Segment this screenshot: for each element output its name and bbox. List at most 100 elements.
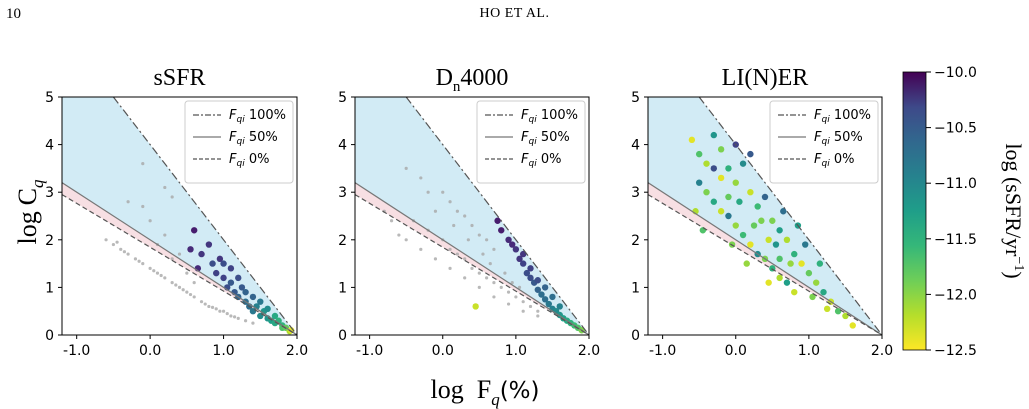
grey-point bbox=[207, 304, 211, 309]
data-point bbox=[198, 250, 205, 258]
colorbar-label-close: ) bbox=[1001, 271, 1026, 278]
legend-box bbox=[476, 100, 586, 184]
data-point bbox=[519, 250, 527, 258]
data-point bbox=[257, 298, 264, 305]
colorbar-tick-label: −10.0 bbox=[934, 65, 977, 81]
grey-point bbox=[155, 271, 160, 275]
y-axis-label-symbol: C bbox=[13, 188, 42, 205]
colorbar-label-sup: −1 bbox=[1011, 256, 1026, 271]
y-tick-label: 2 bbox=[45, 233, 54, 249]
y-tick-label: 0 bbox=[338, 328, 347, 344]
grey-point bbox=[148, 219, 152, 223]
data-point bbox=[703, 189, 710, 196]
grey-point bbox=[536, 309, 540, 313]
axes-frame bbox=[61, 96, 298, 336]
data-point bbox=[717, 174, 725, 182]
x-tick-label: -1.0 bbox=[356, 343, 383, 359]
legend-label: Fqi 0% bbox=[229, 152, 269, 169]
y-tick-label: 2 bbox=[631, 233, 640, 249]
panel-3: -1.0 0.0 1.0 2.0 0 1 2 3 4 5 LI(N)ER Fqi 100% Fqi 50… bbox=[631, 65, 893, 359]
grey-point bbox=[141, 162, 145, 166]
x-tick-label: 2.0 bbox=[871, 343, 893, 359]
x-tick-label: 0.0 bbox=[725, 343, 747, 359]
x-axis-label-main: log F bbox=[431, 375, 492, 404]
colorbar-label-main: log (sSFR/yr bbox=[1001, 143, 1026, 257]
data-point bbox=[556, 303, 563, 310]
x-tick-label: 2.0 bbox=[578, 343, 600, 359]
grey-point bbox=[199, 300, 204, 304]
legend-label: Fqi 100% bbox=[229, 108, 286, 125]
x-tick-label: 1.0 bbox=[505, 343, 527, 359]
data-point bbox=[190, 227, 198, 234]
data-point bbox=[849, 322, 856, 329]
grey-point bbox=[448, 200, 452, 204]
running-head: HO ET AL. bbox=[479, 6, 550, 21]
legend: Fqi 100% Fqi 50% Fqi 0% bbox=[184, 100, 294, 184]
data-point bbox=[725, 193, 732, 201]
panel-title-subscript: n bbox=[453, 79, 461, 95]
grey-point bbox=[152, 269, 156, 273]
grey-point bbox=[185, 271, 189, 275]
grey-point bbox=[163, 276, 167, 280]
grey-point bbox=[510, 281, 514, 285]
data-point bbox=[523, 269, 531, 277]
data-point bbox=[703, 160, 710, 167]
data-point bbox=[750, 222, 758, 229]
grey-point bbox=[448, 266, 452, 270]
y-tick-label: 3 bbox=[45, 185, 54, 201]
grey-point bbox=[506, 290, 511, 294]
grey-point bbox=[115, 240, 119, 244]
data-point bbox=[769, 217, 776, 224]
y-tick-label: 4 bbox=[338, 138, 347, 154]
data-point bbox=[717, 146, 725, 153]
legend-label: Fqi 100% bbox=[521, 108, 578, 125]
legend: Fqi 100% Fqi 50% Fqi 0% bbox=[769, 100, 879, 184]
y-tick-label: 3 bbox=[338, 185, 347, 201]
plot-area bbox=[648, 97, 882, 335]
grey-point bbox=[188, 292, 193, 297]
panel-title: Dn4000 bbox=[436, 65, 509, 95]
grey-point bbox=[485, 238, 489, 242]
panel-title-main: D bbox=[436, 65, 453, 91]
grey-point bbox=[236, 316, 240, 320]
grey-point bbox=[174, 283, 178, 287]
grey-point bbox=[426, 190, 430, 194]
legend: Fqi 100% Fqi 50% Fqi 0% bbox=[476, 100, 586, 184]
data-point bbox=[695, 179, 703, 186]
grey-point bbox=[251, 321, 255, 325]
colorbar-tick-label: −12.5 bbox=[934, 343, 977, 359]
legend-label: Fqi 0% bbox=[521, 152, 561, 169]
data-point bbox=[220, 274, 227, 282]
colorbar: −10.0 −10.5 −11.0 −11.5 −12.0 −12.5 log (sSFR… bbox=[902, 65, 1026, 359]
y-tick-label: 5 bbox=[631, 90, 640, 106]
grey-point bbox=[177, 285, 182, 289]
colorbar-gradient bbox=[902, 71, 927, 351]
data-point bbox=[549, 293, 556, 301]
data-point bbox=[812, 279, 820, 286]
plot-area bbox=[62, 97, 297, 335]
data-point bbox=[765, 236, 772, 243]
y-tick-label: 5 bbox=[338, 90, 347, 106]
data-point bbox=[776, 274, 783, 282]
colorbar-tick-label: −11.0 bbox=[934, 176, 977, 192]
data-point bbox=[534, 286, 542, 293]
grey-point bbox=[466, 238, 470, 242]
data-point bbox=[494, 217, 501, 224]
grey-point bbox=[463, 214, 467, 218]
x-tick-label: -1.0 bbox=[63, 343, 90, 359]
legend-box bbox=[184, 100, 294, 184]
y-tick-label: 2 bbox=[338, 233, 347, 249]
x-tick-label: 0.0 bbox=[432, 343, 454, 359]
x-axis-label-subscript: q bbox=[491, 390, 500, 409]
grey-point bbox=[492, 281, 496, 285]
data-point bbox=[783, 236, 791, 243]
colorbar-tick-label: −10.5 bbox=[934, 121, 977, 137]
data-point bbox=[780, 208, 787, 215]
data-point bbox=[238, 284, 246, 291]
grey-point bbox=[243, 319, 248, 323]
data-point bbox=[710, 165, 718, 172]
x-axis-label: log Fq(%) bbox=[431, 375, 540, 409]
grey-point bbox=[455, 209, 459, 213]
grey-point bbox=[536, 314, 540, 318]
